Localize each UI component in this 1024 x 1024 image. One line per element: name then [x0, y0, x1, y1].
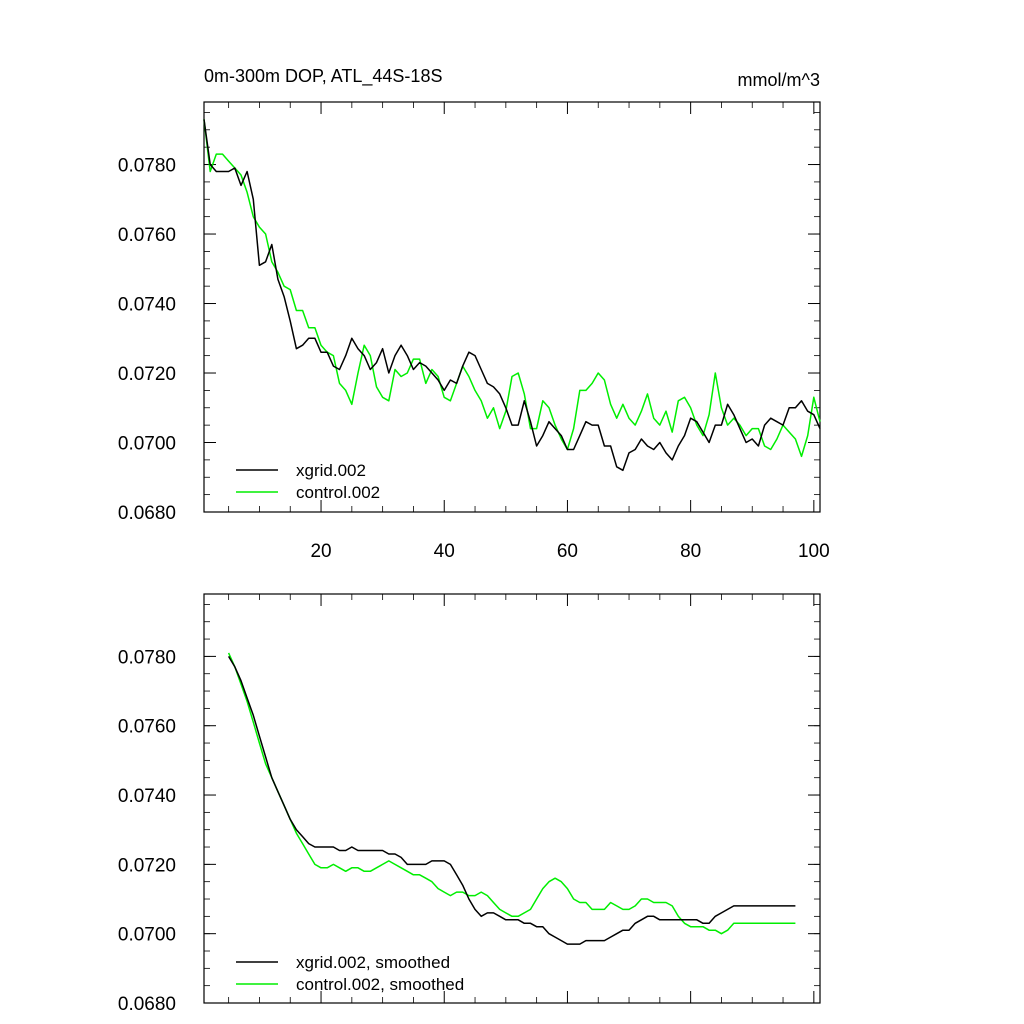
y-tick-label: 0.0760: [118, 225, 176, 246]
series-layer: [227, 652, 796, 945]
y-tick-label: 0.0760: [118, 717, 176, 738]
plot-frame: [203, 101, 821, 513]
y-tick-label: 0.0740: [118, 786, 176, 807]
bottom-panel: 0.0680 0.0700 0.0720 0.0740 0.0760 0.0780 xgr…: [118, 593, 821, 1015]
y-tick-label: 0.0720: [118, 364, 176, 385]
legend: xgrid.002, smoothed control.002, smoothed: [236, 953, 464, 994]
y-tick-label: 0.0700: [118, 434, 176, 455]
top-panel: 0m-300m DOP, ATL_44S-18S mmol/m^3 0.0680…: [118, 66, 830, 562]
axes-layer: 0.0680 0.0700 0.0720 0.0740 0.0760 0.0780: [118, 593, 821, 1015]
y-tick-label: 0.0720: [118, 855, 176, 876]
plot-frame: [203, 593, 821, 1004]
x-tick-label: 40: [434, 541, 455, 562]
x-tick-label: 20: [310, 541, 331, 562]
legend-label-0: xgrid.002: [296, 461, 366, 480]
axes-layer: 0.0680 0.0700 0.0720 0.0740 0.0760 0.0780 20 40…: [118, 101, 830, 562]
legend: xgrid.002 control.002: [236, 461, 380, 502]
series-layer: [203, 119, 821, 472]
series-line-1: [227, 652, 796, 935]
series-line-0: [203, 119, 821, 472]
y-tick-label: 0.0680: [118, 503, 176, 524]
x-tick-label: 80: [680, 541, 701, 562]
y-tick-label: 0.0680: [118, 994, 176, 1015]
y-tick-label: 0.0780: [118, 647, 176, 668]
y-tick-label: 0.0700: [118, 925, 176, 946]
legend-label-1: control.002: [296, 483, 380, 502]
series-line-1: [203, 119, 821, 458]
y-tick-label: 0.0740: [118, 295, 176, 316]
series-line-0: [227, 656, 796, 945]
legend-label-0: xgrid.002, smoothed: [296, 953, 450, 972]
chart-title: 0m-300m DOP, ATL_44S-18S: [204, 66, 442, 87]
legend-label-1: control.002, smoothed: [296, 975, 464, 994]
x-tick-label: 100: [798, 541, 830, 562]
y-tick-label: 0.0780: [118, 156, 176, 177]
units-label: mmol/m^3: [738, 70, 820, 90]
x-tick-label: 60: [557, 541, 578, 562]
